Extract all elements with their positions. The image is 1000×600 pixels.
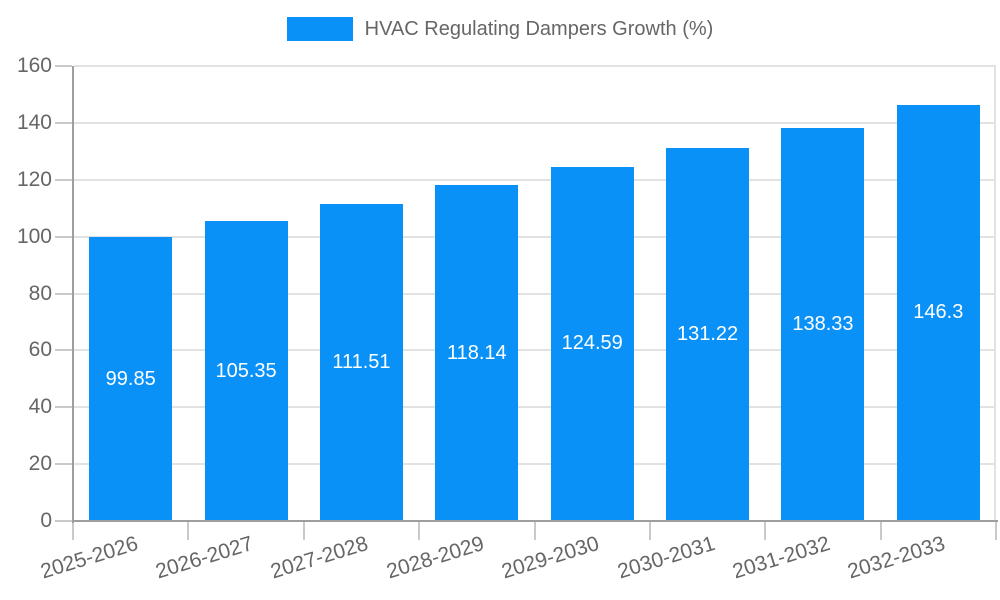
bar[interactable]: 146.3 xyxy=(896,104,980,521)
y-axis-tick xyxy=(55,178,72,181)
bar[interactable]: 131.22 xyxy=(666,147,750,521)
bar[interactable]: 105.35 xyxy=(204,221,288,521)
y-axis-tick-label: 20 xyxy=(28,452,52,476)
y-axis-tick xyxy=(55,406,72,409)
bar-value-label: 131.22 xyxy=(676,322,739,345)
bar-value-label: 105.35 xyxy=(215,359,277,382)
y-axis-tick xyxy=(55,292,72,295)
bar[interactable]: 99.85 xyxy=(89,237,173,521)
chart-legend: HVAC Regulating Dampers Growth (%) xyxy=(0,17,1000,41)
y-axis-tick xyxy=(55,235,72,238)
y-axis-tick-label: 0 xyxy=(40,509,52,532)
bar[interactable]: 138.33 xyxy=(781,127,865,521)
plot-border-right xyxy=(994,66,996,521)
gridline xyxy=(74,121,996,124)
bar-value-label: 99.85 xyxy=(105,367,156,390)
y-axis-tick-label: 160 xyxy=(16,54,52,77)
y-axis-tick xyxy=(55,65,72,67)
bar-value-label: 124.59 xyxy=(561,332,623,355)
y-axis-tick xyxy=(55,121,72,124)
y-axis-tick-label: 140 xyxy=(16,110,52,134)
gridline xyxy=(74,235,996,238)
x-axis-tick xyxy=(418,521,421,540)
y-axis-tick-label: 100 xyxy=(16,224,52,248)
bar-value-label: 118.14 xyxy=(446,341,507,364)
x-axis-tick xyxy=(648,521,651,540)
y-axis-tick-label: 60 xyxy=(28,338,52,362)
y-axis-tick xyxy=(55,349,72,352)
x-axis-tick xyxy=(187,521,190,540)
x-axis-tick xyxy=(72,521,74,540)
bar-value-label: 138.33 xyxy=(792,312,854,335)
bar-value-label: 111.51 xyxy=(332,350,391,373)
y-axis-tick-label: 120 xyxy=(16,167,52,191)
legend-swatch-icon xyxy=(286,17,353,41)
gridline xyxy=(74,349,996,352)
gridline xyxy=(74,178,996,181)
y-axis-tick xyxy=(55,520,72,522)
y-axis-tick-label: 40 xyxy=(28,395,52,419)
x-axis-tick xyxy=(879,521,882,540)
legend-label: HVAC Regulating Dampers Growth (%) xyxy=(364,17,714,40)
gridline xyxy=(74,463,996,466)
x-axis-line xyxy=(72,520,998,522)
y-axis-tick-label: 80 xyxy=(28,281,52,305)
x-axis-tick xyxy=(302,521,305,540)
gridline xyxy=(74,406,996,409)
legend-item[interactable]: HVAC Regulating Dampers Growth (%) xyxy=(286,17,714,41)
y-axis-line xyxy=(72,66,74,523)
gridline xyxy=(74,292,996,295)
bar-value-label: 146.3 xyxy=(913,301,964,324)
plot-area: 99.85 105.35 111.51 118.14 124.59 131.22 138.3… xyxy=(73,65,996,521)
bar[interactable]: 111.51 xyxy=(319,203,403,521)
x-axis-tick xyxy=(995,521,997,540)
x-axis-tick xyxy=(764,521,767,540)
bar[interactable]: 124.59 xyxy=(550,166,634,521)
x-axis-tick xyxy=(533,521,536,540)
y-axis-tick xyxy=(55,463,72,466)
bar[interactable]: 118.14 xyxy=(435,185,519,521)
gridline xyxy=(74,65,996,67)
